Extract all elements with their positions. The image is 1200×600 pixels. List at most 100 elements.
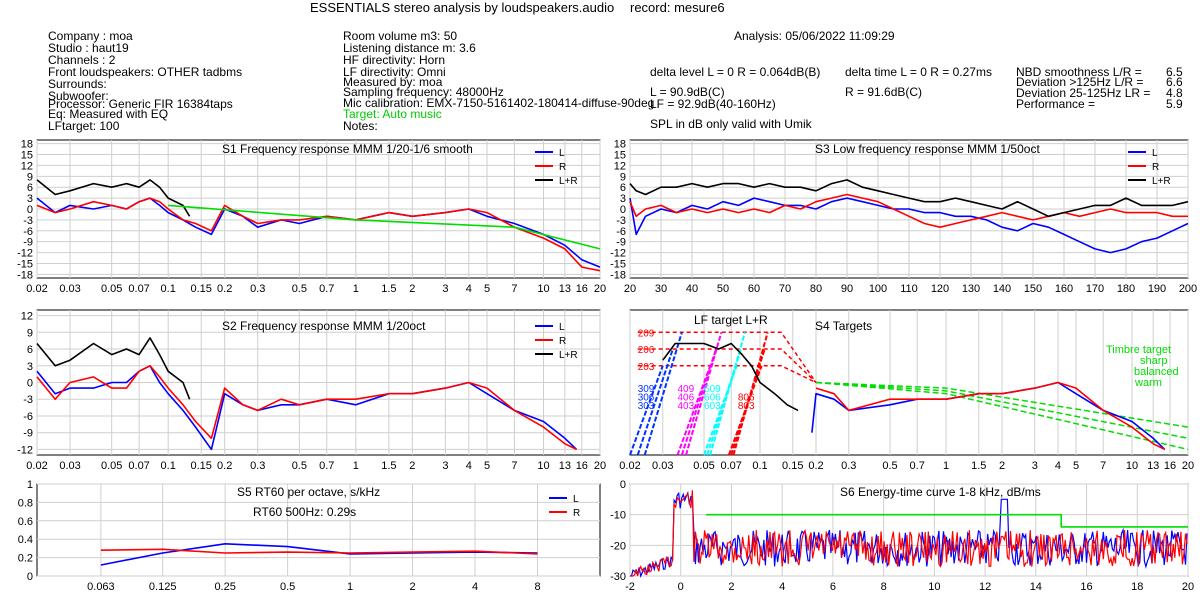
x-tick-label: 16 xyxy=(576,460,588,472)
series-r-line xyxy=(36,365,577,451)
x-tick-label: 0.02 xyxy=(619,460,640,472)
lf-target-curve xyxy=(637,331,817,383)
x-tick-label: 120 xyxy=(931,283,949,295)
lf-slope-line xyxy=(643,332,683,456)
spl-note: SPL in dB only valid with Umik xyxy=(650,117,812,131)
x-tick-label: 50 xyxy=(717,283,729,295)
x-tick-label: 7 xyxy=(1100,460,1106,472)
etc-trace-line xyxy=(629,490,1188,578)
y-tick-label: -3 xyxy=(23,215,33,227)
x-tick-label: 110 xyxy=(900,283,918,295)
curve-label: 306 xyxy=(638,392,655,403)
info-target: Target: Auto music xyxy=(343,107,442,121)
y-tick-label: -12 xyxy=(17,248,33,260)
y-tick-label: -20 xyxy=(610,540,626,552)
chart-title: S3 Low frequency response MMM 1/50oct xyxy=(815,142,1040,156)
x-tick-label: 160 xyxy=(1055,283,1073,295)
metric-value: 6.5 xyxy=(1166,65,1183,79)
y-tick-label: 3 xyxy=(27,193,33,205)
x-tick-label: 2 xyxy=(409,460,415,472)
info-eq: Eq: Measured with EQ xyxy=(48,107,169,121)
y-tick-label: 6 xyxy=(27,182,33,194)
y-tick-label: 0.4 xyxy=(18,534,33,546)
x-tick-label: 2 xyxy=(409,283,415,295)
x-tick-label: 13 xyxy=(559,283,571,295)
x-tick-label: 7 xyxy=(511,460,517,472)
record-label: record: mesure6 xyxy=(630,0,725,15)
info-notes: Notes: xyxy=(343,119,378,133)
target-curve-line xyxy=(815,381,1166,451)
x-tick-label: 30 xyxy=(655,283,667,295)
x-tick-label: 60 xyxy=(748,283,760,295)
x-tick-label: 0.25 xyxy=(214,581,235,593)
series-lpr-line xyxy=(36,337,191,400)
timbre-target-label: Timbre target xyxy=(1106,344,1171,356)
y-tick-label: 12 xyxy=(614,160,626,172)
metric-label: Deviation 25-125Hz LR = xyxy=(1016,86,1151,100)
y-tick-label: -9 xyxy=(23,237,33,249)
x-tick-label: 0.15 xyxy=(191,460,212,472)
legend-label: L+R xyxy=(559,350,578,361)
y-tick-label: 0.2 xyxy=(18,553,33,565)
x-tick-label: 16 xyxy=(1164,460,1176,472)
legend-label: L+R xyxy=(559,176,578,187)
y-tick-label: -9 xyxy=(23,428,33,440)
curve-label: 403 xyxy=(677,401,694,412)
y-tick-label: -18 xyxy=(17,269,33,281)
legend-label: L xyxy=(573,494,579,505)
series-r-line xyxy=(629,193,1188,228)
x-tick-label: 20 xyxy=(594,460,606,472)
info-measured-by: Measured by: moa xyxy=(343,75,443,89)
y-tick-label: 1 xyxy=(27,479,33,491)
x-tick-label: 20 xyxy=(1182,581,1194,593)
y-tick-label: 6 xyxy=(620,182,626,194)
curve-label: 203 xyxy=(638,362,655,373)
legend-label: R xyxy=(559,336,566,347)
x-tick-label: 0.2 xyxy=(217,283,232,295)
x-tick-label: 200 xyxy=(1179,283,1197,295)
y-tick-label: 0.8 xyxy=(18,497,33,509)
curve-label: 803 xyxy=(738,401,755,412)
delta-level: delta level L = 0 R = 0.064dB(B) xyxy=(650,65,821,79)
x-tick-label: 90 xyxy=(841,283,853,295)
curve-label: 206 xyxy=(638,345,655,356)
x-tick-label: 0.05 xyxy=(693,460,714,472)
x-tick-label: 0.15 xyxy=(782,460,803,472)
chart-title: S1 Frequency response MMM 1/20-1/6 smoot… xyxy=(222,142,473,156)
x-tick-label: 1 xyxy=(943,460,949,472)
y-tick-label: -15 xyxy=(17,258,33,270)
series-l-line xyxy=(100,543,538,566)
timbre-target-line xyxy=(815,381,1189,451)
x-tick-label: 150 xyxy=(1024,283,1042,295)
lf-target-curve xyxy=(637,365,817,384)
y-tick-label: -6 xyxy=(616,226,626,238)
metric-value: 5.9 xyxy=(1166,97,1183,111)
series-r-line xyxy=(36,197,601,272)
x-tick-label: 4 xyxy=(466,460,472,472)
x-tick-label: 1 xyxy=(353,460,359,472)
x-tick-label: 20 xyxy=(1182,460,1194,472)
delta-time: delta time L = 0 R = 0.27ms xyxy=(845,65,992,79)
y-tick-label: 0 xyxy=(27,204,33,216)
y-tick-label: 18 xyxy=(21,139,33,151)
y-tick-label: 0.6 xyxy=(18,516,33,528)
x-tick-label: 13 xyxy=(1147,460,1159,472)
curve-label: 609 xyxy=(704,384,721,395)
legend-label: L xyxy=(1152,148,1158,159)
legend-label: R xyxy=(573,508,580,519)
x-tick-label: 0.03 xyxy=(59,283,80,295)
l-level: L = 90.9dB(C) xyxy=(650,85,725,99)
info-lf-directivity: LF directivity: Omni xyxy=(343,65,446,79)
y-tick-label: -12 xyxy=(610,248,626,260)
curve-label: 309 xyxy=(638,384,655,395)
y-tick-label: -30 xyxy=(610,571,626,583)
metric-label: NBD smoothness L/R = xyxy=(1016,65,1142,79)
y-tick-label: -10 xyxy=(610,510,626,522)
y-tick-label: 0 xyxy=(620,204,626,216)
x-tick-label: 4 xyxy=(1055,460,1061,472)
x-tick-label: 0.02 xyxy=(26,460,47,472)
x-tick-label: 0.03 xyxy=(652,460,673,472)
x-tick-label: 10 xyxy=(1126,460,1138,472)
series-l-line xyxy=(629,197,1189,254)
